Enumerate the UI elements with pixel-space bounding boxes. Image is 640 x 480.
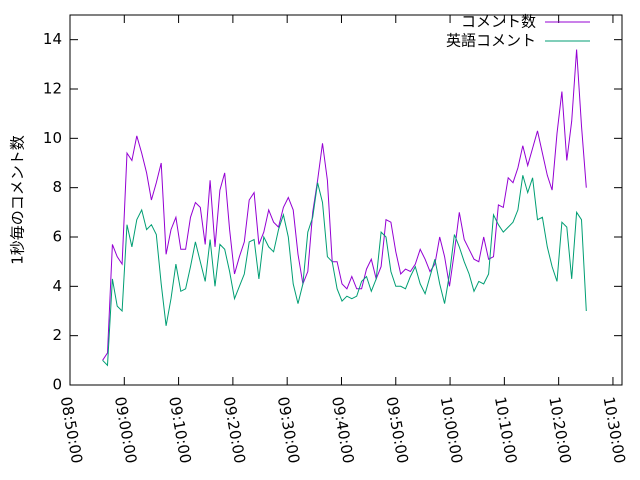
x-tick-label: 09:00:00 xyxy=(111,395,140,464)
x-tick-label: 09:40:00 xyxy=(328,395,357,464)
x-tick-label: 10:00:00 xyxy=(437,395,466,464)
y-tick-label: 14 xyxy=(43,30,62,48)
plot-frame xyxy=(69,14,623,386)
y-tick-label: 8 xyxy=(52,178,62,196)
y-tick-label: 4 xyxy=(52,277,62,295)
legend-label: コメント数 xyxy=(461,13,536,31)
y-tick-label: 2 xyxy=(52,326,62,344)
y-tick-label: 10 xyxy=(43,129,62,147)
series-line xyxy=(102,175,587,367)
x-tick-label: 10:30:00 xyxy=(600,395,629,464)
y-axis-label: 1秒毎のコメント数 xyxy=(9,135,27,265)
x-tick-label: 09:10:00 xyxy=(165,395,194,464)
x-tick-label: 09:50:00 xyxy=(382,395,411,464)
series-line xyxy=(102,49,587,361)
y-tick-label: 12 xyxy=(43,80,62,98)
x-tick-label: 08:50:00 xyxy=(57,395,86,464)
x-tick-label: 10:20:00 xyxy=(545,395,574,464)
x-tick-label: 10:10:00 xyxy=(491,395,520,464)
y-tick-label: 6 xyxy=(52,228,62,246)
x-tick-label: 09:30:00 xyxy=(274,395,303,464)
y-tick-label: 0 xyxy=(52,376,62,394)
x-tick-label: 09:20:00 xyxy=(220,395,249,464)
legend-label: 英語コメント xyxy=(446,32,536,50)
